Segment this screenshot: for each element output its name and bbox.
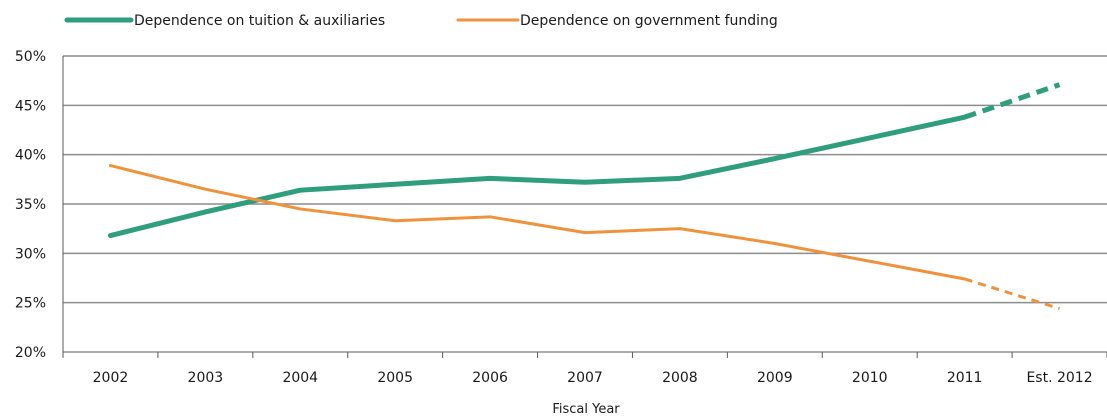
series-line-government-estimate [964, 277, 1060, 311]
x-tick-label: 2009 [757, 370, 793, 386]
legend-label: Dependence on tuition & auxiliaries [134, 13, 385, 29]
legend: Dependence on tuition & auxiliaries Depen… [64, 13, 778, 29]
y-tick-label: 40% [15, 148, 46, 164]
x-tick-label: 2010 [852, 370, 888, 386]
series-line-tuition [107, 114, 968, 239]
series-line-government [108, 164, 967, 281]
legend-label: Dependence on government funding [520, 13, 778, 29]
y-tick-label: 45% [15, 98, 46, 114]
y-tick-label: 35% [15, 197, 46, 213]
x-axis: 2002 2003 2004 2005 2006 2007 2008 2009 2010 2011… [62, 351, 1107, 386]
x-tick-label: 2006 [472, 370, 508, 386]
y-tick-label: 25% [15, 296, 46, 312]
x-tick-label: 2005 [377, 370, 413, 386]
series-lines [107, 82, 1061, 311]
x-tick-label: Est. 2012 [1026, 370, 1092, 386]
y-tick-label: 30% [15, 246, 46, 262]
x-tick-label: 2002 [93, 370, 129, 386]
x-tick-label: 2011 [947, 370, 983, 386]
x-tick-label: 2008 [662, 370, 698, 386]
x-tick-label: 2004 [282, 370, 318, 386]
gridlines [63, 55, 1107, 304]
x-tick-label: 2003 [188, 370, 224, 386]
series-line-tuition-estimate [963, 82, 1061, 120]
y-tick-label: 50% [15, 49, 46, 65]
x-tick-label: 2007 [567, 370, 603, 386]
y-tick-label: 20% [15, 345, 46, 361]
x-axis-title: Fiscal Year [552, 402, 620, 417]
y-axis: 20% 25% 30% 35% 40% 45% 50% [15, 49, 64, 361]
